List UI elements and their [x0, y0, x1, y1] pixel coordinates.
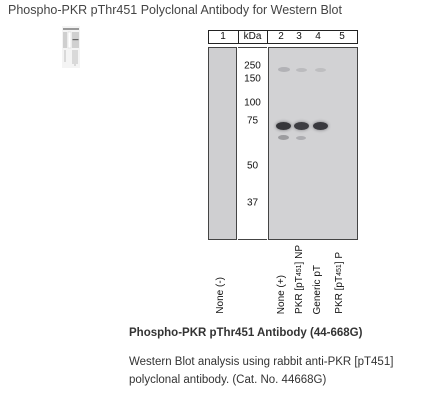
lane-header-row [208, 30, 358, 44]
band-lane-2-main [276, 122, 291, 130]
blot-panel-lanes-2-5 [268, 47, 358, 240]
mw-marker-150: 150 [244, 73, 261, 85]
caption-body: Western Blot analysis using rabbit anti-… [129, 356, 394, 386]
mw-ladder: 250 150 100 75 50 37 [238, 47, 267, 240]
lane-header-3: 3 [296, 31, 302, 42]
page-title: Phospho-PKR pThr451 Polyclonal Antibody … [8, 3, 342, 17]
band-lane-2-lower [278, 135, 289, 140]
band-lane-4-main [313, 122, 328, 130]
mw-marker-100: 100 [244, 97, 261, 109]
lane-header-1: 1 [220, 31, 226, 42]
band-lane-2-faint-high [278, 67, 290, 72]
lane-header-4: 4 [315, 31, 321, 42]
blot-thumbnail[interactable] [62, 26, 80, 68]
blot-panel-lane-1 [208, 47, 237, 240]
band-lane-4-faint-high [315, 68, 326, 72]
western-blot-figure: 1 kDa 2 3 4 5 250 150 100 75 50 37 [208, 30, 359, 240]
mw-marker-50: 50 [246, 160, 259, 172]
mw-marker-250: 250 [244, 60, 261, 72]
lane-header-5: 5 [339, 31, 345, 42]
mw-marker-37: 37 [246, 197, 259, 209]
lane-labels: None (-) None (+) PKR [pT451] NP Generic… [208, 244, 359, 314]
lane-label-2: None (+) [276, 274, 287, 314]
lane-header-kda: kDa [243, 31, 262, 42]
band-lane-3-faint-high [296, 68, 307, 72]
mw-marker-75: 75 [246, 115, 259, 127]
band-lane-3-main [294, 122, 309, 130]
lane-label-5: PKR [pT451] P [334, 252, 345, 314]
lane-label-1: None (-) [215, 277, 226, 314]
lane-header-2: 2 [278, 31, 284, 42]
band-lane-3-lower [296, 136, 306, 140]
caption-title: Phospho-PKR pThr451 Antibody (44-668G) [129, 327, 363, 339]
lane-label-4: Generic pT [312, 264, 323, 314]
lane-label-3: PKR [pT451] NP [294, 245, 305, 314]
